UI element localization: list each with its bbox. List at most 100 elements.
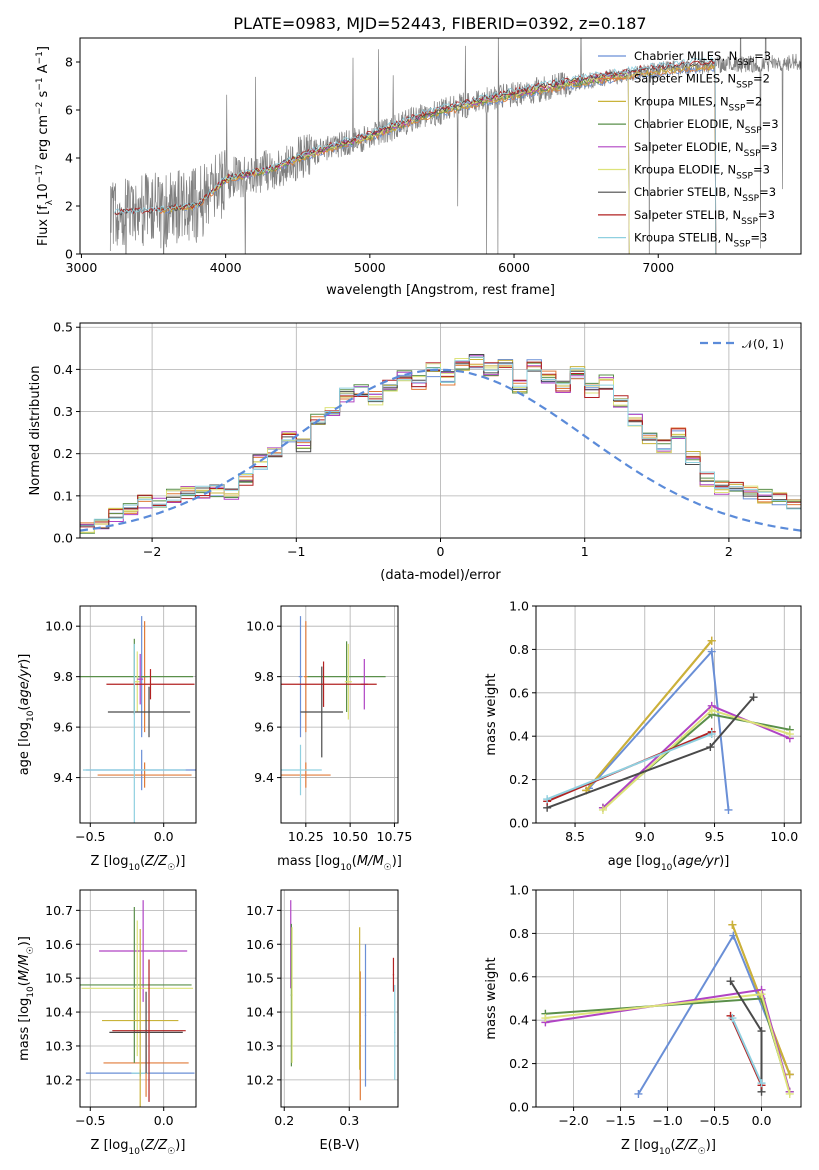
x-axis-label: (data-model)/error xyxy=(380,568,501,583)
axes-frame xyxy=(79,37,802,255)
errorbar-point xyxy=(344,643,352,720)
weight-series-chabrier-stelib xyxy=(543,693,758,812)
plot-area-mass-vs-EBV xyxy=(281,890,398,1107)
errorbars xyxy=(281,616,386,796)
y-tick-label: 9.8 xyxy=(53,669,73,684)
histogram-salpeter-elodie xyxy=(80,355,801,530)
y-tick-label: 10.7 xyxy=(45,903,73,918)
plot-area-age-vs-Z xyxy=(80,606,196,823)
weight-marker xyxy=(724,805,733,814)
errorbar-point xyxy=(82,643,186,823)
y-tick-label: 10.0 xyxy=(246,619,274,634)
spectrum-lines xyxy=(109,38,801,254)
x-tick-label: 4000 xyxy=(210,260,242,275)
axes-weight-vs-Z: −2.0 −1.5 −1.0 −0.5 0.0 0.0 0.2 0.4 0.6 0.8 1.0 mas… xyxy=(484,883,802,1157)
errorbar-point xyxy=(281,762,331,788)
errorbar-point xyxy=(281,661,377,707)
x-tick-label: 0.2 xyxy=(274,1113,294,1128)
weight-marker xyxy=(543,795,552,804)
x-tick-label: 1 xyxy=(581,544,589,559)
x-axis-label: wavelength [Angstrom, rest frame] xyxy=(326,283,555,298)
x-tick-label: 3000 xyxy=(66,260,98,275)
errorbar-point xyxy=(107,686,191,738)
y-tick-label: 0.0 xyxy=(53,531,73,546)
legend-entry: Kroupa ELODIE, NSSP=3 xyxy=(634,163,770,182)
x-tick-label: 10.75 xyxy=(377,829,413,844)
legend-entry: Chabrier ELODIE, NSSP=3 xyxy=(634,117,779,136)
y-tick-label: 9.4 xyxy=(53,770,73,785)
y-axis-label: Normed distribution xyxy=(28,366,43,496)
axes-frame xyxy=(79,889,197,1108)
x-tick-label: −2.0 xyxy=(558,1113,588,1128)
y-tick-label: 0.3 xyxy=(53,404,73,419)
axes-age-vs-Z: −0.5 0.0 9.4 9.6 9.8 10.0 Z [log10(Z/Z☉)] age [… xyxy=(17,605,197,873)
histogram-kroupa-miles xyxy=(80,359,801,533)
plot-area-age-vs-mass xyxy=(281,606,398,823)
axes-spectrum: 3000 4000 5000 6000 7000 0 2 4 6 8 Chabrier MILES,… xyxy=(35,37,802,298)
x-tick-label: 0.0 xyxy=(154,829,174,844)
legend-spectrum: Chabrier MILES, NSSP=3 Salpeter MILES, NS… xyxy=(598,49,779,250)
y-tick-label: 9.6 xyxy=(53,720,73,735)
axes-mass-vs-Z: −0.5 0.0 10.2 10.3 10.4 10.5 10.6 10.7 Z [log10(… xyxy=(17,889,197,1157)
histogram-salpeter-stelib xyxy=(80,361,801,531)
y-tick-label: 0.4 xyxy=(509,729,529,744)
histogram-kroupa-elodie xyxy=(80,358,801,534)
weight-series-kroupa-elodie xyxy=(541,990,794,1098)
weight-marker xyxy=(728,920,737,929)
errorbar-point xyxy=(106,669,195,700)
weight-marker xyxy=(757,1027,766,1036)
weight-lines xyxy=(541,920,794,1098)
y-tick-label: 10.3 xyxy=(45,1038,73,1053)
x-tick-label: −1.0 xyxy=(652,1113,682,1128)
errorbar-point xyxy=(281,744,322,796)
axes-frame xyxy=(280,889,399,1108)
y-tick-label: 0.2 xyxy=(509,772,529,787)
axes-residuals: −2 −1 0 1 2 0.0 0.1 0.2 0.3 0.4 0.5 𝒩(0, 1) (data-mo… xyxy=(28,320,802,583)
y-axis-label: mass weight xyxy=(484,673,499,755)
y-tick-label: 0.8 xyxy=(509,926,529,941)
y-axis-label: age [log10(age/yr)] xyxy=(17,654,36,776)
x-tick-label: −0.5 xyxy=(75,829,105,844)
weight-marker xyxy=(785,1070,794,1079)
axes-mass-vs-EBV: 0.2 0.3 10.2 10.3 10.4 10.5 10.6 10.7 E(B-V) xyxy=(246,889,399,1153)
y-tick-label: 8 xyxy=(65,55,73,70)
y-tick-label: 9.8 xyxy=(254,669,274,684)
y-tick-label: 0.0 xyxy=(509,1100,529,1115)
weight-marker xyxy=(707,706,716,715)
y-tick-label: 0.6 xyxy=(509,969,529,984)
y-tick-label: 0 xyxy=(65,247,73,262)
y-tick-label: 0.5 xyxy=(53,320,73,335)
histogram-lines xyxy=(80,354,801,537)
y-tick-label: 6 xyxy=(65,103,73,118)
y-tick-label: 9.6 xyxy=(254,720,274,735)
errorbar-point xyxy=(298,616,303,738)
x-tick-label: 9.0 xyxy=(635,829,655,844)
legend-entry: Kroupa STELIB, NSSP=3 xyxy=(634,231,767,250)
legend-entry: 𝒩(0, 1) xyxy=(742,337,784,351)
errorbar-point xyxy=(304,621,308,733)
y-tick-label: 10.2 xyxy=(246,1072,274,1087)
errorbar-point xyxy=(97,762,192,788)
y-tick-label: 0.2 xyxy=(53,446,73,461)
plots-layer: 3000 4000 5000 6000 7000 0 2 4 6 8 Chabrier MILES,… xyxy=(17,37,802,1157)
errorbar-point xyxy=(109,991,183,1074)
legend-entry: Salpeter MILES, NSSP=2 xyxy=(634,72,770,91)
axes-age-vs-mass: 10.25 10.50 10.75 9.4 9.6 9.8 10.0 mass [log10(… xyxy=(246,605,413,873)
errorbar-point xyxy=(359,927,361,1070)
errorbar-point xyxy=(307,641,386,712)
y-axis-label: Flux [fλ10−17 erg cm−2 s−1 A−1] xyxy=(35,46,55,246)
errorbar-point xyxy=(137,653,144,705)
weight-series-kroupa-stelib xyxy=(728,1014,766,1088)
errorbars xyxy=(80,616,196,823)
x-tick-label: 10.50 xyxy=(332,829,368,844)
x-axis-label: Z [log10(Z/Z☉)] xyxy=(621,1138,716,1157)
y-axis-label: mass weight xyxy=(484,957,499,1039)
x-tick-label: −2 xyxy=(143,544,161,559)
x-tick-label: 0 xyxy=(437,544,445,559)
legend-entry: Chabrier MILES, NSSP=3 xyxy=(634,49,771,68)
model-line-salpeter-stelib xyxy=(114,59,717,254)
x-tick-label: 6000 xyxy=(498,260,530,275)
y-tick-label: 0.1 xyxy=(53,488,73,503)
x-tick-label: 7000 xyxy=(642,260,674,275)
errorbar-point xyxy=(81,920,194,1057)
